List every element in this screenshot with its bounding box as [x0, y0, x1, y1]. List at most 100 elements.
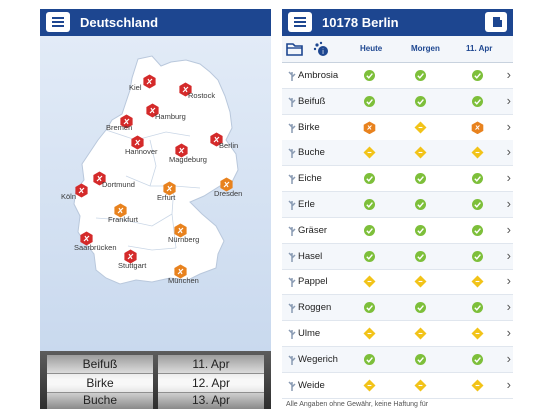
- city-label: Stuttgart: [118, 261, 147, 270]
- pollen-row-eiche[interactable]: Eiche ›: [282, 166, 513, 193]
- pollen-level-none-icon: [415, 199, 426, 210]
- pollen-row-weide[interactable]: Weide ›: [282, 373, 513, 399]
- pollen-level-medium-icon: [414, 379, 427, 392]
- pollen-level-none-icon: [364, 250, 375, 262]
- chevron-right-icon[interactable]: ›: [506, 67, 511, 82]
- chevron-right-icon[interactable]: ›: [506, 273, 511, 289]
- germany-map[interactable]: Kiel Rostock Hamburg Bremen Berlin Hannover Ma…: [40, 36, 271, 351]
- plant-option-selected[interactable]: Birke: [47, 373, 153, 393]
- pollen-level-none-icon: [415, 250, 426, 262]
- pollen-marker-magdeburg[interactable]: [174, 143, 189, 158]
- pollen-marker-frankfurt[interactable]: [113, 203, 128, 218]
- plant-name: Birke: [298, 121, 320, 133]
- chevron-right-icon[interactable]: ›: [506, 299, 511, 315]
- city-label: Dresden: [214, 189, 243, 198]
- pollen-marker-nürnberg[interactable]: [173, 223, 188, 238]
- pollen-level-none-icon: [415, 353, 426, 365]
- chevron-right-icon[interactable]: ›: [506, 221, 511, 237]
- pollen-level-none-icon: [364, 224, 375, 236]
- pollen-row-ambrosia[interactable]: Ambrosia ›: [282, 63, 513, 89]
- plant-name: Weide: [298, 379, 325, 391]
- column-date: 11. Apr: [466, 44, 493, 53]
- plant-date-picker[interactable]: Beifuß Birke Buche 11. Apr 12. Apr 13. A…: [40, 351, 271, 409]
- pollen-marker-stuttgart[interactable]: [123, 249, 138, 264]
- plant-wheel[interactable]: Beifuß Birke Buche: [47, 355, 153, 409]
- city-label: Kiel: [129, 83, 142, 92]
- pollen-row-pappel[interactable]: Pappel ›: [282, 269, 513, 296]
- chevron-right-icon[interactable]: ›: [506, 118, 511, 134]
- plant-name: Pappel: [298, 276, 328, 288]
- city-label: Berlin: [219, 141, 239, 150]
- pollen-marker-rostock[interactable]: [178, 82, 193, 97]
- location-screen: 10178 Berlin i Heute Morgen 11. Apr Ambr…: [282, 9, 513, 409]
- location-title: 10178 Berlin: [322, 15, 399, 30]
- city-label: Bremen: [106, 123, 133, 132]
- plant-name: Roggen: [298, 302, 332, 314]
- chevron-right-icon[interactable]: ›: [506, 376, 511, 392]
- map-screen: Deutschland Kiel Rostock Hamburg Bremen Berl…: [40, 9, 271, 409]
- pollen-level-medium-icon: [471, 379, 484, 392]
- pollen-marker-saarbrücken[interactable]: [79, 231, 94, 246]
- top-bar: 10178 Berlin: [282, 9, 513, 36]
- pollen-marker-dresden[interactable]: [219, 177, 234, 192]
- pollen-marker-bremen[interactable]: [119, 114, 134, 129]
- pollen-row-wegerich[interactable]: Wegerich ›: [282, 346, 513, 373]
- pollen-level-medium-icon: [414, 146, 427, 159]
- plant-name: Buche: [298, 147, 325, 159]
- city-label: Rostock: [188, 91, 216, 100]
- pollen-level-none-icon: [364, 70, 375, 81]
- date-option[interactable]: 13. Apr: [191, 393, 231, 407]
- plant-icon: [288, 252, 296, 262]
- pollen-row-ulme[interactable]: Ulme ›: [282, 321, 513, 347]
- chevron-right-icon[interactable]: ›: [506, 325, 511, 340]
- pollen-level-none-icon: [472, 95, 483, 107]
- city-label: Nürnberg: [168, 235, 200, 244]
- city-label: Magdeburg: [169, 155, 207, 164]
- plant-option[interactable]: Buche: [82, 393, 118, 407]
- chevron-right-icon[interactable]: ›: [506, 350, 511, 366]
- pollen-marker-köln[interactable]: [74, 183, 89, 198]
- pollen-level-none-icon: [415, 173, 426, 185]
- plant-icon: [288, 148, 296, 159]
- column-heute: Heute: [360, 44, 383, 53]
- menu-button[interactable]: [288, 12, 312, 32]
- pollen-marker-dortmund[interactable]: [92, 171, 107, 186]
- disclaimer: Alle Angaben ohne Gewähr, keine Haftung …: [286, 401, 429, 408]
- pollen-row-gräser[interactable]: Gräser ›: [282, 218, 513, 244]
- date-option-selected[interactable]: 12. Apr: [158, 373, 264, 393]
- pollen-marker-hannover[interactable]: [130, 135, 145, 150]
- pollen-marker-erfurt[interactable]: [162, 181, 177, 196]
- plant-name: Ambrosia: [298, 70, 339, 81]
- chevron-right-icon[interactable]: ›: [506, 144, 511, 160]
- pollen-marker-münchen[interactable]: [173, 264, 188, 279]
- pollen-level-medium-icon: [414, 121, 427, 134]
- chevron-right-icon[interactable]: ›: [506, 247, 511, 263]
- pollen-row-erle[interactable]: Erle ›: [282, 192, 513, 218]
- pollen-row-roggen[interactable]: Roggen ›: [282, 295, 513, 322]
- svg-text:i: i: [322, 49, 324, 56]
- plant-icon: [288, 277, 296, 288]
- chevron-right-icon[interactable]: ›: [506, 92, 511, 108]
- plant-icon: [288, 123, 296, 133]
- pollen-marker-berlin[interactable]: [209, 132, 224, 147]
- menu-button[interactable]: [46, 12, 70, 32]
- pollen-marker-kiel[interactable]: [142, 74, 157, 89]
- pollen-row-beifuß[interactable]: Beifuß ›: [282, 88, 513, 115]
- share-button[interactable]: [485, 12, 507, 32]
- folder-icon[interactable]: [286, 41, 304, 57]
- pollen-level-high-icon: [471, 121, 484, 134]
- column-morgen: Morgen: [411, 44, 440, 53]
- chevron-right-icon[interactable]: ›: [506, 170, 511, 186]
- pollen-info-icon[interactable]: i: [312, 41, 330, 57]
- chevron-right-icon[interactable]: ›: [506, 196, 511, 211]
- share-icon: [493, 17, 502, 27]
- pollen-marker-hamburg[interactable]: [145, 103, 160, 118]
- plant-icon: [288, 97, 296, 107]
- date-option[interactable]: 11. Apr: [192, 357, 230, 371]
- date-wheel[interactable]: 11. Apr 12. Apr 13. Apr: [158, 355, 264, 409]
- plant-option[interactable]: Beifuß: [82, 357, 118, 371]
- pollen-row-birke[interactable]: Birke ›: [282, 115, 513, 141]
- pollen-row-hasel[interactable]: Hasel ›: [282, 243, 513, 270]
- pollen-level-medium-icon: [471, 275, 484, 288]
- pollen-row-buche[interactable]: Buche ›: [282, 140, 513, 167]
